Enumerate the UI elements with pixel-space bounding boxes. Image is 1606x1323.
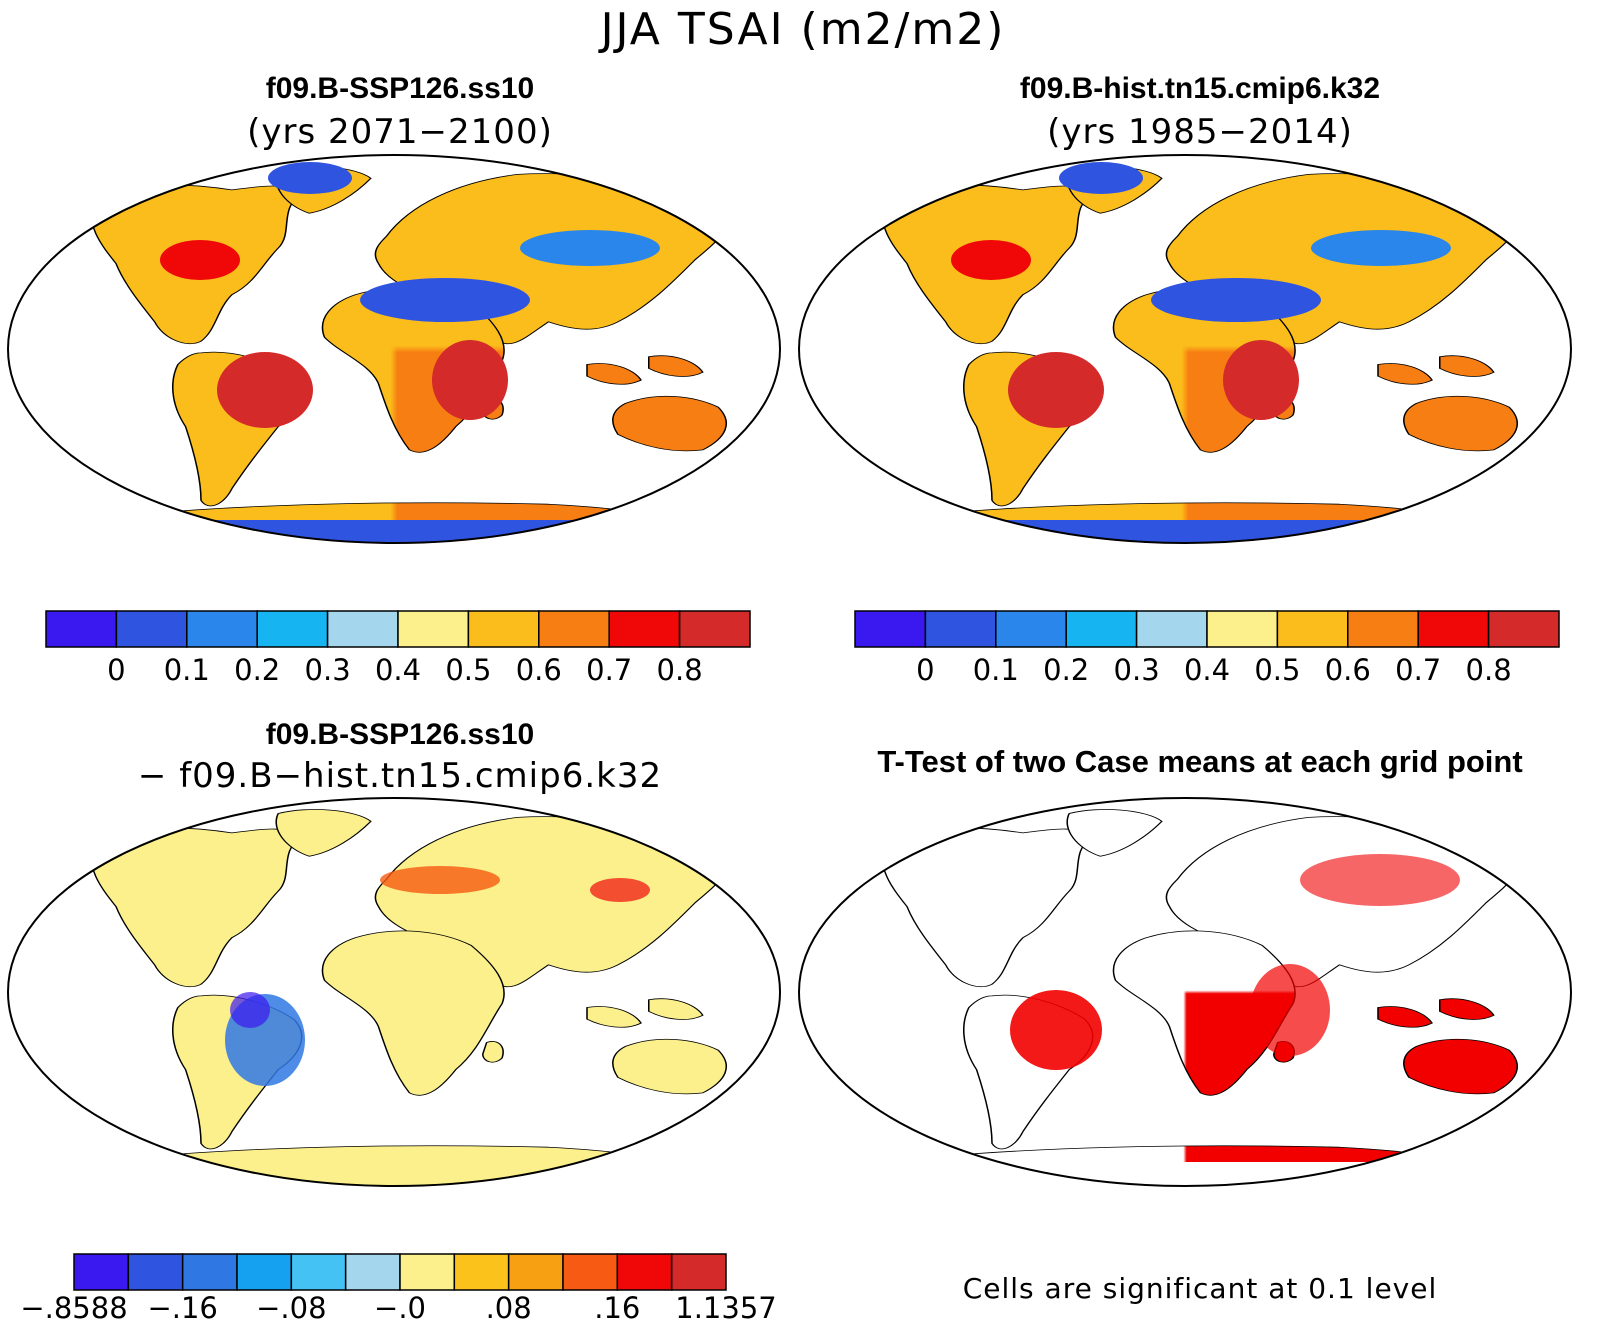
- colorbar-tick-label: 0.1: [973, 653, 1019, 687]
- colorbar-tick-label: 0.8: [657, 653, 703, 687]
- colorbar-bottom-left-swatch: [236, 1253, 293, 1291]
- colorbar-top-right-swatch: [1487, 610, 1560, 648]
- colorbar-top-right-swatch: [1276, 610, 1349, 648]
- colorbar-bottom-left-swatch: [181, 1253, 238, 1291]
- colorbar-tick-label: −.16: [147, 1291, 217, 1323]
- colorbar-bottom-left-swatch: [127, 1253, 184, 1291]
- colorbar-top-left-swatch: [115, 610, 188, 648]
- colorbar-tick-label: 0.2: [234, 653, 280, 687]
- colorbar-tick-label: 0: [916, 653, 934, 687]
- colorbar-bottom-left: −.8588 −.16 −.08 −.0 .08 .16 1.1357: [20, 1253, 777, 1323]
- colorbar-top-left-swatch: [326, 610, 399, 648]
- colorbar-tick-label: 0.4: [375, 653, 421, 687]
- colorbar-tick-label: 0.6: [516, 653, 562, 687]
- colorbar-bottom-left-swatch: [399, 1253, 456, 1291]
- colorbar-tick-label: 0.7: [1395, 653, 1441, 687]
- colorbar-tick-label: 0.5: [1254, 653, 1300, 687]
- colorbar-top-left-swatch: [538, 610, 610, 648]
- panel-title-bottom-left: f09.B-SSP126.ss10: [265, 718, 535, 751]
- colorbar-top-left: 0 0.1 0.2 0.3 0.4 0.5 0.6 0.7 0.8: [45, 610, 751, 687]
- colorbar-top-left-swatch: [397, 610, 470, 648]
- colorbar-tick-label: 0.7: [586, 653, 632, 687]
- panel-subtitle-bottom-left: − f09.B−hist.tn15.cmip6.k32: [137, 756, 663, 796]
- colorbar-bottom-left-swatch: [73, 1253, 130, 1291]
- colorbar-tick-label: −.08: [256, 1291, 326, 1323]
- map-bottom-left: [7, 797, 781, 1187]
- figure-title: JJA TSAI (m2/m2): [600, 4, 1006, 55]
- colorbar-top-left-swatch: [608, 610, 681, 648]
- colorbar-top-left-swatch: [45, 610, 118, 648]
- colorbar-top-left-swatch: [678, 610, 751, 648]
- colorbar-top-right: 0 0.1 0.2 0.3 0.4 0.5 0.6 0.7 0.8: [854, 610, 1560, 687]
- colorbar-bottom-left-swatch: [616, 1253, 673, 1291]
- colorbar-top-left-swatch: [467, 610, 540, 648]
- colorbar-tick-label: 0.3: [305, 653, 351, 687]
- colorbar-top-right-swatch: [1206, 610, 1279, 648]
- colorbar-top-right-swatch: [1347, 610, 1419, 648]
- map-top-right: [798, 154, 1572, 544]
- colorbar-top-right-swatch: [924, 610, 997, 648]
- panel-title-top-right: f09.B-hist.tn15.cmip6.k32: [1019, 72, 1381, 105]
- colorbar-tick-label: −.0: [374, 1291, 426, 1323]
- colorbar-tick-label: 0.5: [445, 653, 491, 687]
- colorbar-tick-label: 0.2: [1043, 653, 1089, 687]
- colorbar-top-right-swatch: [1417, 610, 1490, 648]
- colorbar-tick-label: 0.4: [1184, 653, 1230, 687]
- colorbar-bottom-left-swatch: [507, 1253, 564, 1291]
- colorbar-tick-label: 0: [107, 653, 125, 687]
- colorbar-bottom-left-swatch: [344, 1253, 401, 1291]
- panel-subtitle-top-right: (yrs 1985−2014): [1047, 112, 1353, 152]
- colorbar-top-right-swatch: [1135, 610, 1208, 648]
- colorbar-tick-label: .16: [594, 1291, 640, 1323]
- colorbar-bottom-left-swatch: [562, 1253, 619, 1291]
- colorbar-tick-label: −.8588: [20, 1291, 127, 1323]
- colorbar-top-right-swatch: [854, 610, 927, 648]
- panel-title-top-left: f09.B-SSP126.ss10: [265, 72, 535, 105]
- colorbar-bottom-left-swatch: [670, 1253, 727, 1291]
- colorbar-bottom-left-swatch: [453, 1253, 510, 1291]
- map-bottom-right: [798, 797, 1572, 1187]
- panel-title-bottom-right: T-Test of two Case means at each grid po…: [877, 744, 1523, 779]
- colorbar-tick-label: 0.3: [1114, 653, 1160, 687]
- colorbar-top-left-swatch: [256, 610, 329, 648]
- map-top-left: [7, 154, 781, 544]
- significance-note: Cells are significant at 0.1 level: [962, 1272, 1438, 1305]
- colorbar-tick-label: 0.8: [1466, 653, 1512, 687]
- colorbar-tick-label: 0.6: [1325, 653, 1371, 687]
- colorbar-top-right-swatch: [995, 610, 1067, 648]
- colorbar-tick-label: 1.1357: [675, 1291, 776, 1323]
- colorbar-bottom-left-swatch: [290, 1253, 347, 1291]
- colorbar-tick-label: .08: [486, 1291, 532, 1323]
- colorbar-tick-label: 0.1: [164, 653, 210, 687]
- colorbar-top-right-swatch: [1065, 610, 1138, 648]
- colorbar-top-left-swatch: [186, 610, 258, 648]
- panel-subtitle-top-left: (yrs 2071−2100): [247, 112, 553, 152]
